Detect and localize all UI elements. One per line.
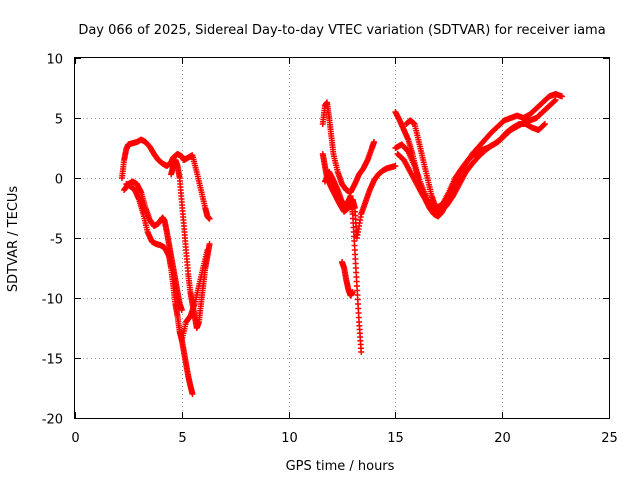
series-pass-9 (339, 259, 356, 299)
data-point (551, 97, 558, 104)
data-point (206, 241, 213, 247)
series-pass-12 (394, 121, 548, 211)
x-tick-label: 20 (494, 431, 511, 446)
y-tick-label: 0 (55, 173, 63, 188)
grid-lines (75, 58, 609, 418)
chart-title: Day 066 of 2025, Sidereal Day-to-day VTE… (78, 23, 605, 38)
data-point (178, 307, 185, 313)
y-tick-label: -20 (42, 413, 63, 428)
data-point (541, 121, 548, 128)
plot-frame (74, 57, 610, 419)
x-tick-label: 5 (178, 431, 186, 446)
data-point (437, 211, 444, 217)
data-point (371, 139, 378, 145)
series-pass-6 (319, 99, 378, 196)
y-tick-label: 5 (55, 113, 63, 128)
series-pass-13 (403, 117, 444, 217)
series-pass-1 (118, 136, 213, 222)
y-tick-label: 10 (46, 53, 63, 68)
series-pass-7 (319, 151, 399, 241)
y-axis-label: SDTVAR / TECUs (6, 186, 21, 293)
x-tick-label: 0 (71, 431, 79, 446)
data-point (204, 247, 211, 253)
data-point (349, 289, 356, 295)
data-point (206, 215, 213, 222)
axis-ticks: 0 5 10 15 20 25 -20 -15 -10 -5 0 5 10 (42, 53, 618, 447)
data-point (552, 97, 559, 103)
x-axis-label: GPS time / hours (286, 459, 395, 474)
data-point (392, 163, 399, 169)
x-tick-label: 15 (387, 431, 404, 446)
data-marks (118, 91, 566, 397)
y-tick-label: -5 (50, 233, 63, 248)
data-point (541, 121, 548, 127)
x-tick-label: 25 (601, 431, 618, 446)
data-point (559, 93, 566, 100)
y-tick-label: -10 (42, 293, 63, 308)
x-tick-label: 10 (281, 431, 298, 446)
series-pass-8 (321, 169, 365, 355)
y-tick-label: -15 (42, 353, 63, 368)
data-point (358, 349, 365, 355)
series-pass-5 (178, 247, 211, 343)
data-point (189, 391, 196, 397)
